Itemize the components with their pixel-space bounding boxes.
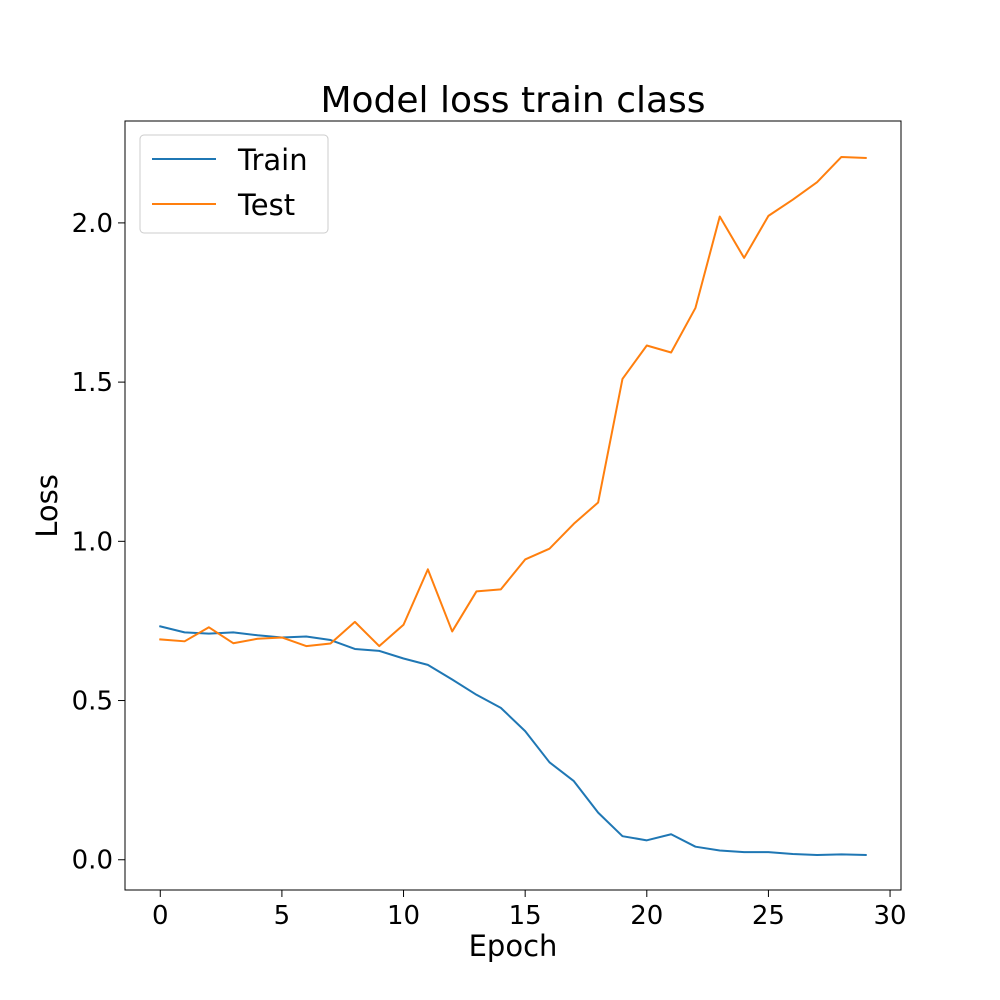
plot-area (159, 155, 867, 856)
chart-title: Model loss train class (320, 80, 705, 121)
y-axis-label: Loss (30, 474, 64, 538)
x-tick-label: 15 (509, 901, 542, 931)
y-tick-label: 1.5 (72, 368, 113, 398)
x-tick-label: 10 (387, 901, 420, 931)
y-tick-label: 2.0 (72, 209, 113, 239)
x-tick-label: 5 (274, 901, 291, 931)
series-line-test (159, 155, 867, 648)
legend: Train Test (139, 134, 329, 234)
legend-label-test: Test (237, 188, 295, 222)
y-axis-ticks: 0.0 0.5 1.0 1.5 2.0 (72, 209, 125, 876)
x-axis-label: Epoch (469, 929, 558, 963)
x-tick-label: 25 (752, 901, 785, 931)
x-tick-label: 30 (874, 901, 907, 931)
plot-frame (124, 120, 902, 891)
y-tick-label: 0.0 (72, 846, 113, 876)
legend-label-train: Train (237, 143, 308, 177)
x-axis-ticks: 0 5 10 15 20 25 30 (152, 890, 907, 931)
y-tick-label: 1.0 (72, 527, 113, 557)
x-tick-label: 20 (630, 901, 663, 931)
x-tick-label: 0 (152, 901, 169, 931)
y-tick-label: 0.5 (72, 687, 113, 717)
